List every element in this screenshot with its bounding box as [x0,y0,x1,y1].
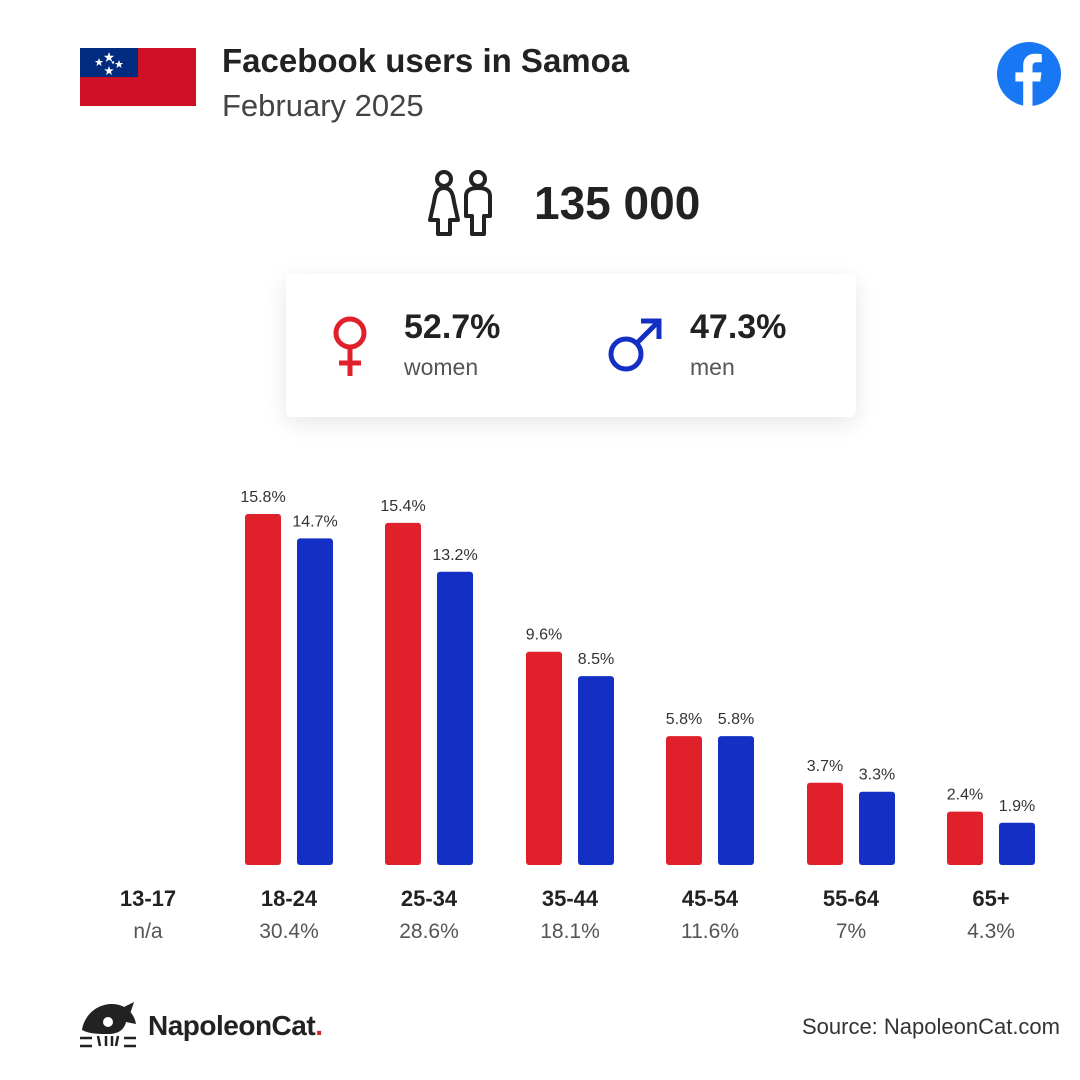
female-symbol-icon [333,316,367,376]
facebook-icon [997,42,1061,106]
gender-split-card: 52.7% women 47.3% men [286,274,856,417]
men-bar-35-44 [578,676,614,865]
age-category-label-25-34: 25-34 [401,886,458,911]
page-title: Facebook users in Samoa [222,42,630,79]
men-value-label-18-24: 14.7% [292,513,337,530]
men-value-label-55-64: 3.3% [859,767,895,784]
women-bar-55-64 [807,782,843,865]
men-bar-25-34 [437,571,473,865]
men-value-label-35-44: 8.5% [578,651,614,668]
age-category-total-55-64: 7% [836,920,866,943]
men-bar-18-24 [297,538,333,865]
women-value-label-65+: 2.4% [947,787,983,804]
brand-name: NapoleonCat. [148,1010,323,1041]
women-value-label-18-24: 15.8% [240,489,285,506]
age-category-label-65+: 65+ [972,886,1009,911]
source-note: Source: NapoleonCat.com [801,1014,1060,1039]
women-bar-35-44 [526,651,562,865]
age-category-total-65+: 4.3% [967,920,1015,943]
page-subtitle: February 2025 [222,88,424,123]
total-users-block: 135 000 [428,168,700,238]
women-bar-45-54 [666,736,702,865]
women-label: women [404,354,479,380]
women-bar-25-34 [385,522,421,865]
age-category-total-45-54: 11.6% [681,920,739,943]
women-value-label-55-64: 3.7% [807,758,843,775]
age-category-label-13-17: 13-17 [120,886,176,911]
men-percentage: 47.3% [690,308,787,346]
women-bar-65+ [947,811,983,865]
age-category-label-45-54: 45-54 [682,886,739,911]
age-category-total-35-44: 18.1% [540,920,600,943]
age-category-total-18-24: 30.4% [259,920,319,943]
women-bar-18-24 [245,514,281,865]
male-symbol-icon [608,318,662,372]
age-category-label-35-44: 35-44 [542,886,599,911]
women-value-label-35-44: 9.6% [526,627,562,644]
age-category-total-13-17: n/a [133,920,163,943]
total-users-value: 135 000 [534,177,701,229]
men-bar-65+ [999,822,1035,865]
age-category-label-18-24: 18-24 [261,886,318,911]
men-value-label-65+: 1.9% [999,798,1035,815]
age-gender-bar-chart: 13-17 n/a 15.8% 14.7% 18-24 30.4% 15.4% 13.2% 25… [120,489,1035,943]
men-bar-55-64 [859,791,895,865]
men-label: men [690,354,735,380]
men-value-label-45-54: 5.8% [718,711,754,728]
women-value-label-45-54: 5.8% [666,711,702,728]
napoleoncat-logo-icon [80,1002,136,1048]
men-bar-45-54 [718,736,754,865]
men-value-label-25-34: 13.2% [432,547,477,564]
samoa-flag-icon [80,48,196,106]
women-percentage: 52.7% [404,308,501,346]
women-value-label-25-34: 15.4% [380,498,425,515]
age-category-total-25-34: 28.6% [399,920,459,943]
age-category-label-55-64: 55-64 [823,886,880,911]
people-icon [428,170,492,236]
